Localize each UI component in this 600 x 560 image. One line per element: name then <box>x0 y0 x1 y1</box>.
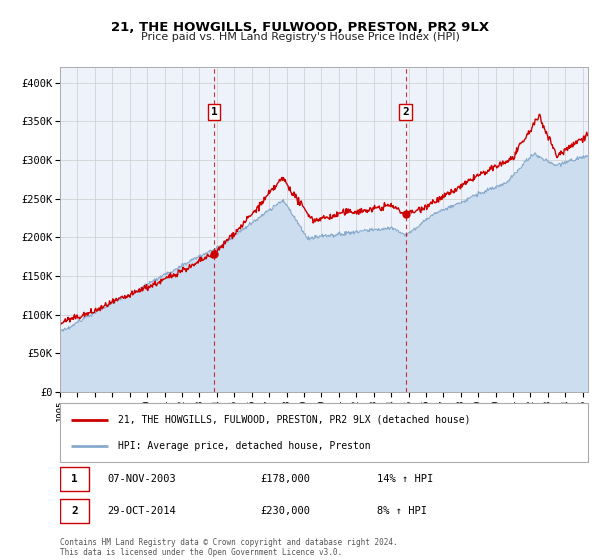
Text: 21, THE HOWGILLS, FULWOOD, PRESTON, PR2 9LX (detached house): 21, THE HOWGILLS, FULWOOD, PRESTON, PR2 … <box>118 414 470 424</box>
FancyBboxPatch shape <box>60 403 588 462</box>
Text: Price paid vs. HM Land Registry's House Price Index (HPI): Price paid vs. HM Land Registry's House … <box>140 32 460 43</box>
Text: 8% ↑ HPI: 8% ↑ HPI <box>377 506 427 516</box>
Text: 2: 2 <box>71 506 78 516</box>
Text: £230,000: £230,000 <box>260 506 311 516</box>
Text: HPI: Average price, detached house, Preston: HPI: Average price, detached house, Pres… <box>118 441 371 451</box>
Text: 2: 2 <box>402 107 409 117</box>
Text: 14% ↑ HPI: 14% ↑ HPI <box>377 474 433 484</box>
Text: 1: 1 <box>71 474 78 484</box>
Text: Contains HM Land Registry data © Crown copyright and database right 2024.
This d: Contains HM Land Registry data © Crown c… <box>60 538 398 557</box>
Text: 1: 1 <box>211 107 218 117</box>
FancyBboxPatch shape <box>60 466 89 491</box>
Text: £178,000: £178,000 <box>260 474 311 484</box>
FancyBboxPatch shape <box>60 499 89 524</box>
Text: 21, THE HOWGILLS, FULWOOD, PRESTON, PR2 9LX: 21, THE HOWGILLS, FULWOOD, PRESTON, PR2 … <box>111 21 489 34</box>
Text: 29-OCT-2014: 29-OCT-2014 <box>107 506 176 516</box>
Text: 07-NOV-2003: 07-NOV-2003 <box>107 474 176 484</box>
